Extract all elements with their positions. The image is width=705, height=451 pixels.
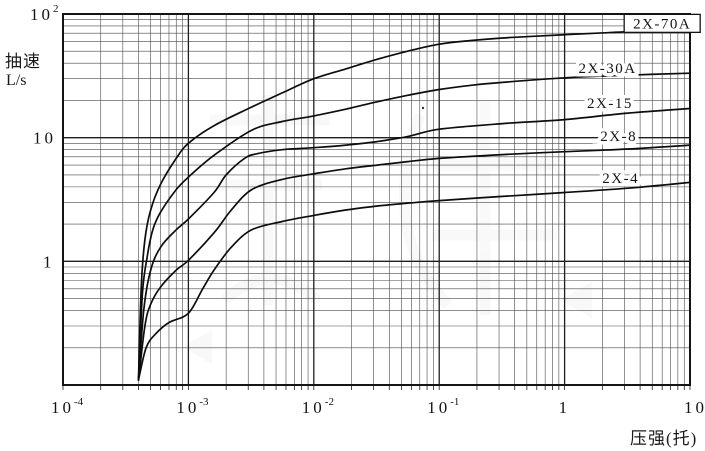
curve-2X-8 [137,144,691,381]
y-tick-label: 10 [33,129,56,148]
curve-label-2X-30A: 2X-30A [578,61,636,77]
curve-2X-15 [137,107,691,381]
y-tick-label: 1 [43,252,55,271]
watermark [182,95,592,364]
curve-labels: 2X-70A 2X-30A 2X-15 2X-8 2X-4 [575,13,701,191]
curve-label-2X-8: 2X-8 [600,129,637,145]
curve-2X-70A [137,26,691,381]
x-tick-label: 10-3 [176,396,209,417]
curve-label-2X-15: 2X-15 [587,96,633,112]
x-tick-label: 1 [559,398,571,417]
curves [137,26,691,381]
plot-frame [62,13,691,386]
x-tick-label: 10-4 [51,396,84,417]
y-axis-title: 抽速 [5,52,41,71]
curve-2X-4 [137,181,691,381]
scan-speck [421,106,425,110]
x-tick-label: 10 [684,398,705,417]
curve-label-2X-70A: 2X-70A [633,16,691,32]
curve-label-box-2X-70A [623,13,701,34]
x-tick-label: 10-2 [302,396,334,417]
grid [62,13,691,390]
curve-2X-30A [137,72,691,381]
x-axis-title: 压强(托) [630,429,698,448]
x-tick-label: 10-1 [427,396,459,417]
curve-label-2X-4: 2X-4 [602,171,639,187]
y-axis-unit-label: L/s [6,72,27,89]
tick-labels: 10-4 10-3 10-2 10-1 1 10 102 10 1 [30,3,705,417]
y-tick-label: 102 [30,3,59,24]
